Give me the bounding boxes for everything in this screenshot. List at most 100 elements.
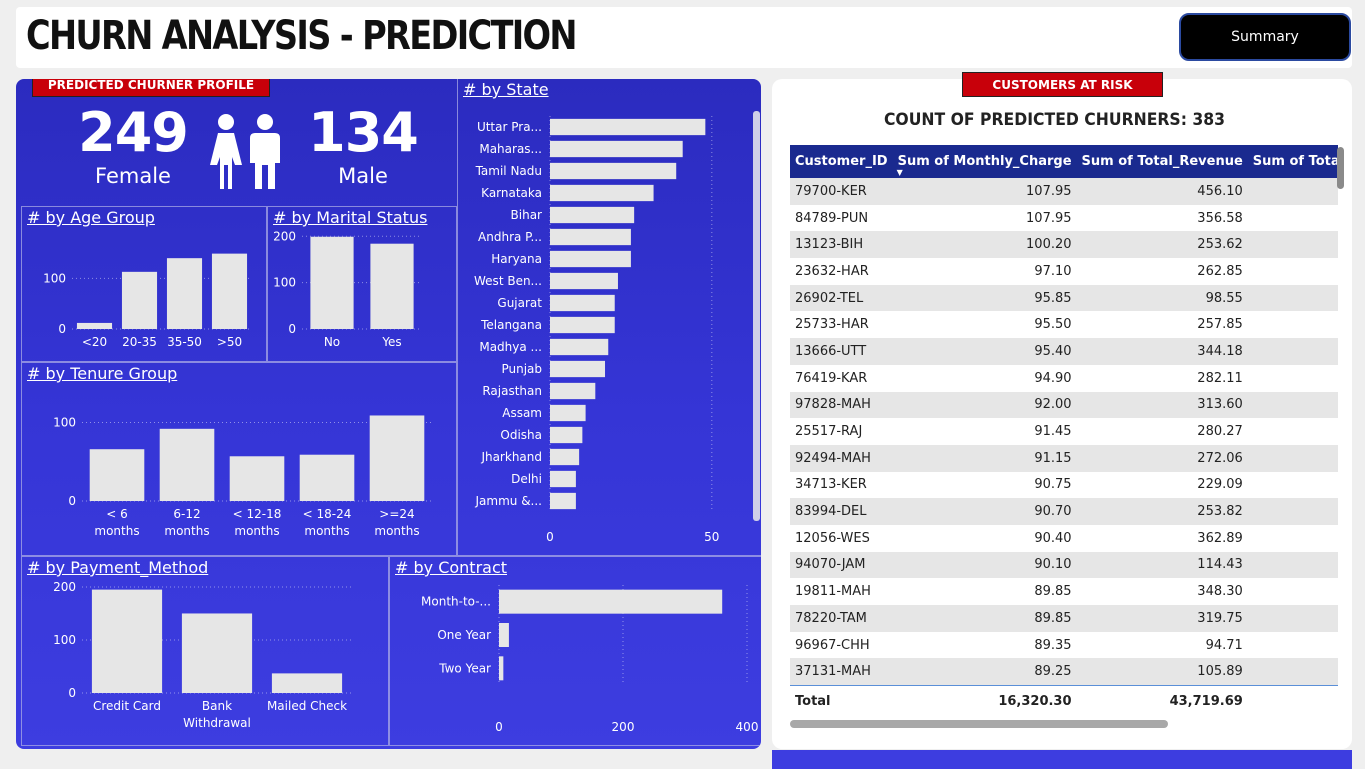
profile-tag: PREDICTED CHURNER PROFILE (32, 79, 270, 97)
state-bar[interactable] (550, 250, 631, 268)
table-cell (1247, 658, 1338, 686)
table-cell: 34713-KER (790, 471, 893, 499)
column-header[interactable]: Sum of Total_Ref (1247, 145, 1338, 178)
state-bar[interactable] (550, 140, 683, 158)
state-bar[interactable] (550, 382, 596, 400)
tenure-ytick: 100 (53, 416, 76, 430)
column-header[interactable]: Sum of Monthly_Charge ▼ (892, 145, 1077, 178)
table-cell (1247, 364, 1338, 392)
table-row[interactable]: 34713-KER 90.75 229.09 (790, 471, 1338, 499)
summary-button[interactable]: Summary (1179, 13, 1351, 61)
state-bar[interactable] (550, 272, 618, 290)
table-vertical-scrollbar[interactable] (1337, 147, 1344, 189)
state-ytick: Punjab (501, 362, 542, 376)
table-row[interactable]: 19811-MAH 89.85 348.30 (790, 578, 1338, 605)
state-bar[interactable] (550, 294, 615, 312)
state-bar[interactable] (550, 470, 576, 488)
table-cell: 90.75 (892, 471, 1077, 499)
table-row[interactable]: 92494-MAH 91.15 272.06 (790, 444, 1338, 472)
tenure-bar[interactable] (159, 428, 215, 501)
table-row[interactable]: 25733-HAR 95.50 257.85 (790, 311, 1338, 339)
table-row[interactable]: 25517-RAJ 91.45 280.27 (790, 418, 1338, 445)
state-bar[interactable] (550, 404, 586, 422)
payment-bar[interactable] (271, 673, 343, 693)
table-row[interactable]: 26902-TEL 95.85 98.55 (790, 284, 1338, 312)
header-bar: CHURN ANALYSIS - PREDICTION Summary (16, 7, 1352, 68)
tenure-bar[interactable] (369, 415, 425, 501)
customers-at-risk-panel: COUNT OF PREDICTED CHURNERS: 383 Custome… (772, 79, 1352, 749)
state-bar[interactable] (550, 118, 706, 136)
tenure-bar[interactable] (299, 454, 355, 501)
age-bar[interactable] (76, 322, 113, 329)
tenure-xtick: months (94, 524, 139, 538)
state-bar[interactable] (550, 206, 635, 224)
table-row[interactable]: 12056-WES 90.40 362.89 (790, 524, 1338, 552)
age-bar[interactable] (211, 253, 248, 329)
age-chart-svg: 0 100 <20 20-35 35-50 >50 (43, 253, 252, 349)
table-cell: 90.40 (892, 524, 1077, 552)
table-row[interactable]: 76419-KAR 94.90 282.11 (790, 364, 1338, 392)
total-cell: 16,320.30 (892, 684, 1077, 718)
table-cell: 13666-UTT (790, 338, 893, 365)
table-horizontal-scrollbar[interactable] (790, 720, 1168, 728)
state-bar[interactable] (550, 448, 580, 466)
payment-method-chart[interactable]: # by Payment_Method 0 100 200 Credit Card Ba… (21, 556, 389, 746)
column-header[interactable]: Sum of Total_Revenue (1076, 145, 1248, 178)
table-cell: 37131-MAH (790, 658, 893, 686)
table-row[interactable]: 13666-UTT 95.40 344.18 (790, 338, 1338, 365)
contract-chart[interactable]: # by Contract 0 200 400 Month-to-... One Yea… (389, 556, 761, 746)
table-cell: 95.85 (892, 284, 1077, 312)
female-label: Female (95, 164, 171, 188)
marital-bar[interactable] (370, 243, 414, 329)
table-row[interactable]: 83994-DEL 90.70 253.82 (790, 498, 1338, 525)
male-count: 134 (308, 101, 419, 164)
column-header[interactable]: Customer_ID (790, 145, 893, 178)
payment-bar[interactable] (91, 589, 163, 693)
table-row[interactable]: 23632-HAR 97.10 262.85 (790, 258, 1338, 285)
table-cell: 456.10 (1076, 178, 1248, 205)
table-row[interactable]: 79700-KER 107.95 456.10 (790, 178, 1338, 205)
table-cell (1247, 391, 1338, 419)
age-bar[interactable] (166, 258, 203, 329)
table-row[interactable]: 84789-PUN 107.95 356.58 (790, 204, 1338, 232)
state-bar[interactable] (550, 360, 606, 378)
age-bar[interactable] (121, 271, 158, 329)
table-row[interactable]: 13123-BIH 100.20 253.62 (790, 231, 1338, 259)
age-xtick: 20-35 (122, 335, 157, 349)
contract-bar[interactable] (499, 589, 723, 614)
state-bar[interactable] (550, 426, 583, 444)
table-row[interactable]: 94070-JAM 90.10 114.43 (790, 551, 1338, 579)
marital-status-chart[interactable]: # by Marital Status 0 100 200 No Yes (267, 206, 457, 362)
table-cell: 84789-PUN (790, 204, 893, 232)
state-scrollbar[interactable] (753, 111, 760, 521)
marital-bar[interactable] (310, 236, 354, 329)
sort-desc-icon[interactable]: ▼ (896, 168, 903, 177)
table-row[interactable]: 78220-TAM 89.85 319.75 (790, 605, 1338, 632)
age-group-chart[interactable]: # by Age Group 0 100 <20 20-35 35-50 >50 (21, 206, 267, 362)
state-bar[interactable] (550, 316, 615, 334)
table-cell (1247, 178, 1338, 205)
payment-chart-svg: 0 100 200 Credit Card Bank Withdrawal Mailed C… (53, 580, 352, 730)
table-cell: 100.20 (892, 231, 1077, 259)
contract-bar[interactable] (499, 623, 509, 647)
table-cell: 78220-TAM (790, 605, 893, 632)
state-bar[interactable] (550, 492, 576, 510)
table-cell: 89.35 (892, 631, 1077, 659)
state-bar[interactable] (550, 184, 654, 202)
table-cell: 280.27 (1076, 418, 1248, 445)
state-ytick: Uttar Pra... (477, 120, 542, 134)
state-bar[interactable] (550, 228, 631, 246)
contract-bar[interactable] (499, 656, 504, 681)
table-row[interactable]: 96967-CHH 89.35 94.71 (790, 631, 1338, 659)
age-xtick: 35-50 (167, 335, 202, 349)
state-chart[interactable]: # by State 0 50 Uttar Pra... Maharas... Tami… (457, 79, 761, 556)
tenure-bar[interactable] (89, 449, 145, 501)
payment-bar[interactable] (181, 613, 253, 693)
table-row[interactable]: 97828-MAH 92.00 313.60 (790, 391, 1338, 419)
tenure-group-chart[interactable]: # by Tenure Group 0 100 < 6 months 6-12 month… (21, 362, 457, 556)
table-row[interactable]: 37131-MAH 89.25 105.89 (790, 658, 1338, 686)
state-bar[interactable] (550, 338, 609, 356)
tenure-bar[interactable] (229, 456, 285, 501)
tenure-xtick: < 12-18 (233, 507, 282, 521)
state-bar[interactable] (550, 162, 677, 180)
